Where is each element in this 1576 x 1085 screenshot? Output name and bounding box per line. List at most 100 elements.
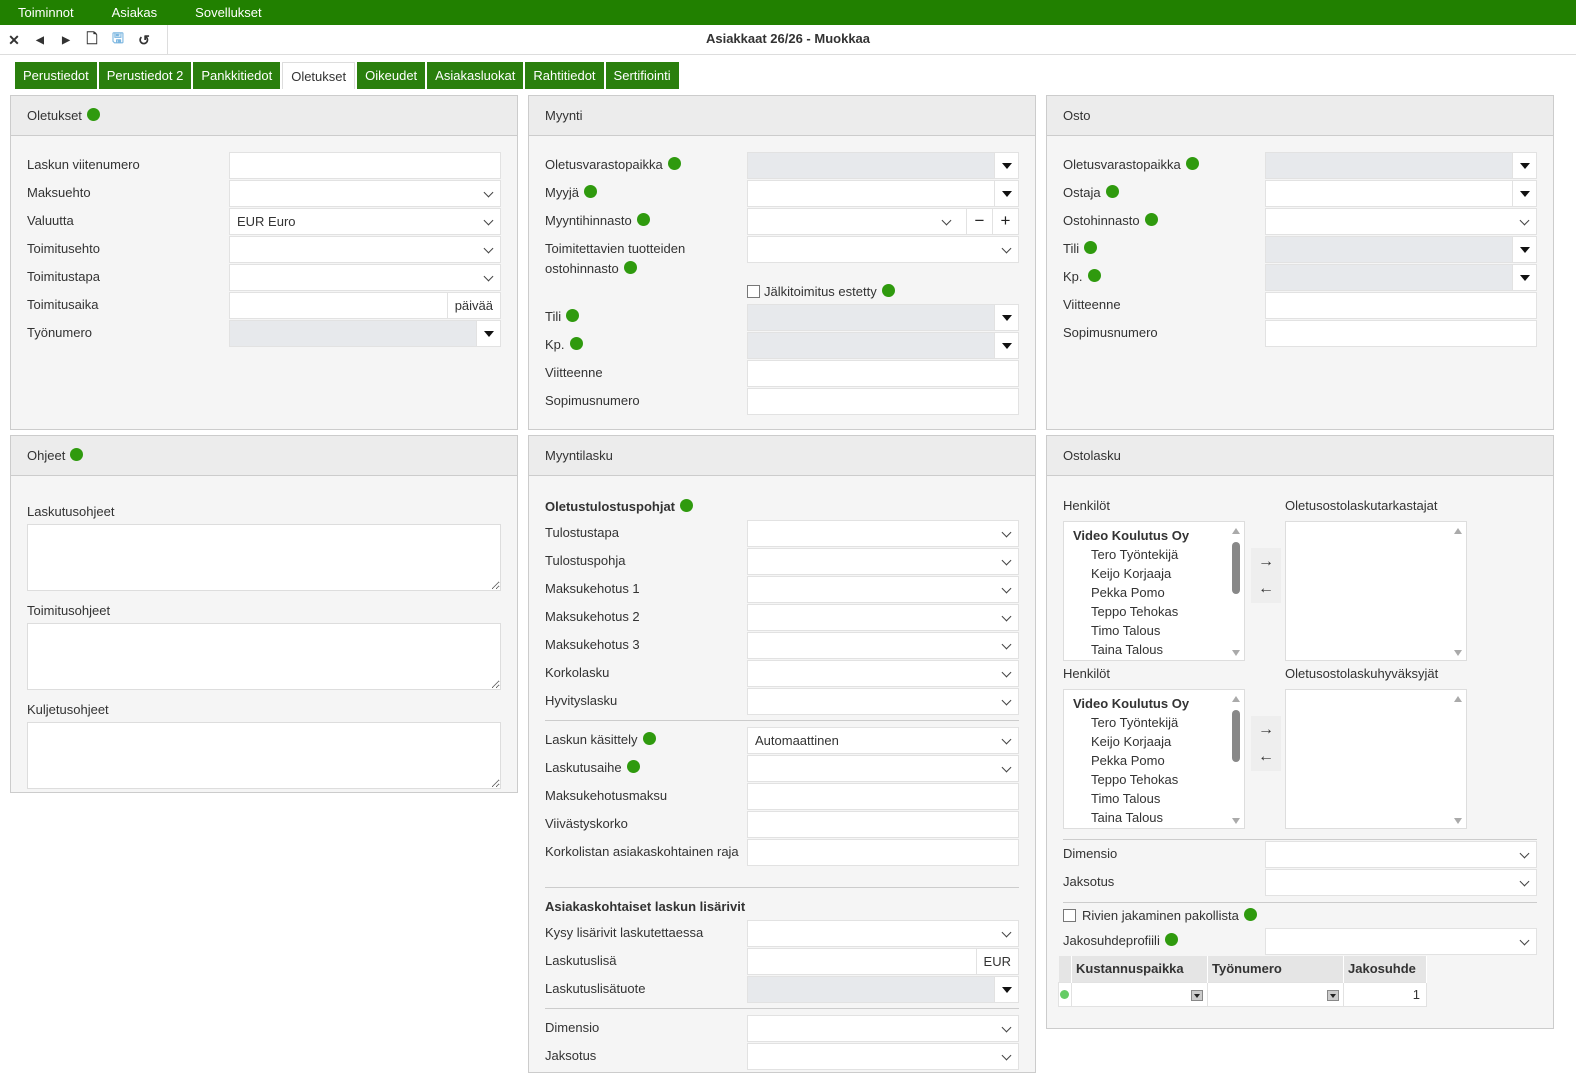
viivastyskorko-input[interactable] bbox=[747, 811, 1019, 838]
jalkitoimitus-estetty-checkbox[interactable] bbox=[747, 285, 760, 298]
list-group[interactable]: Video Koulutus Oy bbox=[1073, 696, 1190, 711]
column-header-jakosuhde[interactable]: Jakosuhde bbox=[1343, 956, 1427, 982]
list-item[interactable]: Tero Työntekijä bbox=[1091, 715, 1179, 730]
kuljetusohjeet-textarea[interactable] bbox=[27, 722, 501, 789]
scroll-down-icon[interactable] bbox=[1232, 650, 1240, 656]
scrollbar[interactable] bbox=[1454, 694, 1463, 824]
maksukehotus-3-select[interactable] bbox=[747, 632, 1019, 659]
list-item[interactable]: Timo Talous bbox=[1091, 791, 1161, 806]
scrollbar[interactable] bbox=[1232, 526, 1241, 656]
tab-perustiedot-2[interactable]: Perustiedot 2 bbox=[98, 62, 192, 89]
list-group[interactable]: Video Koulutus Oy bbox=[1073, 528, 1190, 543]
viitteenne-input[interactable] bbox=[1265, 292, 1537, 319]
list-item[interactable]: Keijo Korjaaja bbox=[1091, 566, 1172, 581]
list-item[interactable]: Pekka Pomo bbox=[1091, 585, 1165, 600]
maksukehotusmaksu-input[interactable] bbox=[747, 783, 1019, 810]
dropdown-button[interactable] bbox=[994, 333, 1018, 358]
jakosuhdeprofiili-select[interactable] bbox=[1265, 928, 1537, 955]
move-left-button[interactable]: ← bbox=[1258, 580, 1274, 597]
korkolasku-select[interactable] bbox=[747, 660, 1019, 687]
grid-cell-tyonumero[interactable] bbox=[1207, 981, 1344, 1007]
dropdown-button[interactable] bbox=[994, 153, 1018, 178]
save-icon[interactable]: 🖫 bbox=[112, 30, 124, 46]
laskutusaihe-select[interactable] bbox=[747, 755, 1019, 782]
ostohinnasto-select[interactable] bbox=[1265, 208, 1537, 235]
oletusvarastopaikka-select[interactable] bbox=[1265, 152, 1537, 179]
rivien-jakaminen-checkbox[interactable] bbox=[1063, 909, 1076, 922]
next-icon[interactable]: ▶ bbox=[62, 34, 70, 46]
toimitusohjeet-textarea[interactable] bbox=[27, 623, 501, 690]
scroll-thumb[interactable] bbox=[1232, 710, 1240, 762]
grid-cell-kustannuspaikka[interactable] bbox=[1071, 981, 1208, 1007]
dropdown-button[interactable] bbox=[994, 977, 1018, 1002]
laskun-viitenumero-input[interactable] bbox=[229, 152, 501, 179]
tab-oikeudet[interactable]: Oikeudet bbox=[357, 62, 426, 89]
dropdown-button[interactable] bbox=[994, 305, 1018, 330]
ostaja-select[interactable] bbox=[1265, 180, 1537, 207]
scroll-down-icon[interactable] bbox=[1454, 818, 1462, 824]
info-icon[interactable] bbox=[1084, 241, 1098, 254]
info-icon[interactable] bbox=[86, 108, 100, 121]
list-item[interactable]: Keijo Korjaaja bbox=[1091, 734, 1172, 749]
info-icon[interactable] bbox=[1087, 269, 1101, 282]
list-item[interactable]: Tero Työntekijä bbox=[1091, 547, 1179, 562]
info-icon[interactable] bbox=[569, 337, 583, 350]
dropdown-button[interactable] bbox=[1327, 989, 1339, 1001]
previous-icon[interactable]: ◀ bbox=[36, 34, 44, 46]
scroll-thumb[interactable] bbox=[1232, 542, 1240, 594]
maksuehto-select[interactable] bbox=[229, 180, 501, 207]
dropdown-button[interactable] bbox=[1512, 181, 1536, 206]
sopimusnumero-input[interactable] bbox=[747, 388, 1019, 415]
tili-select[interactable] bbox=[747, 304, 1019, 331]
tab-oletukset[interactable]: Oletukset bbox=[282, 62, 356, 89]
tab-rahtitiedot[interactable]: Rahtitiedot bbox=[525, 62, 604, 89]
dropdown-button[interactable] bbox=[476, 321, 500, 346]
maksukehotus-2-select[interactable] bbox=[747, 604, 1019, 631]
move-right-button[interactable]: → bbox=[1258, 721, 1274, 738]
list-item[interactable]: Pekka Pomo bbox=[1091, 753, 1165, 768]
dropdown-button[interactable] bbox=[1191, 989, 1203, 1001]
oletusvarastopaikka-select[interactable] bbox=[747, 152, 1019, 179]
info-icon[interactable] bbox=[626, 760, 640, 773]
info-icon[interactable] bbox=[1105, 185, 1119, 198]
info-icon[interactable] bbox=[623, 261, 637, 274]
tyonumero-select[interactable] bbox=[229, 320, 501, 347]
dimensio-select[interactable] bbox=[747, 1015, 1019, 1042]
column-header-kustannuspaikka[interactable]: Kustannuspaikka bbox=[1071, 956, 1208, 982]
info-icon[interactable] bbox=[566, 309, 580, 322]
selected-listbox[interactable] bbox=[1285, 521, 1467, 661]
menu-asiakas[interactable]: Asiakas bbox=[111, 5, 158, 20]
scroll-up-icon[interactable] bbox=[1232, 696, 1240, 702]
tili-select[interactable] bbox=[1265, 236, 1537, 263]
menu-sovellukset[interactable]: Sovellukset bbox=[195, 5, 262, 20]
list-item[interactable]: Taina Talous bbox=[1091, 810, 1164, 825]
kp-select[interactable] bbox=[1265, 264, 1537, 291]
list-item[interactable]: Teppo Tehokas bbox=[1091, 604, 1179, 619]
dropdown-button[interactable] bbox=[1512, 153, 1536, 178]
column-header-tyonumero[interactable]: Työnumero bbox=[1207, 956, 1344, 982]
selected-listbox[interactable] bbox=[1285, 689, 1467, 829]
undo-icon[interactable]: ↺ bbox=[138, 31, 150, 48]
list-item[interactable]: Taina Talous bbox=[1091, 642, 1164, 657]
move-right-button[interactable]: → bbox=[1258, 553, 1274, 570]
myyntihinnasto-select[interactable]: − + bbox=[747, 208, 1019, 235]
info-icon[interactable] bbox=[1243, 908, 1257, 921]
laskun-kasittely-select[interactable]: Automaattinen bbox=[747, 727, 1019, 754]
dropdown-button[interactable] bbox=[1512, 237, 1536, 262]
list-item[interactable]: Teppo Tehokas bbox=[1091, 772, 1179, 787]
jaksotus-select[interactable] bbox=[747, 1043, 1019, 1070]
toimitusaika-input[interactable]: päivää bbox=[229, 292, 501, 319]
laskutuslisa-input[interactable]: EUR bbox=[747, 948, 1019, 975]
info-icon[interactable] bbox=[1144, 213, 1158, 226]
toimitusehto-select[interactable] bbox=[229, 236, 501, 263]
info-icon[interactable] bbox=[667, 157, 681, 170]
add-row-icon[interactable] bbox=[1058, 981, 1072, 1007]
korkolistan-asiakaskohtainen-raja-input[interactable] bbox=[747, 839, 1019, 866]
plus-button[interactable]: + bbox=[992, 209, 1018, 234]
tulostustapa-select[interactable] bbox=[747, 520, 1019, 547]
people-listbox[interactable]: Video Koulutus Oy Tero Työntekijä Keijo Ko… bbox=[1063, 521, 1245, 661]
new-document-icon[interactable]: 🗋 bbox=[86, 30, 98, 46]
info-icon[interactable] bbox=[642, 732, 656, 745]
myyja-select[interactable] bbox=[747, 180, 1019, 207]
info-icon[interactable] bbox=[636, 213, 650, 226]
